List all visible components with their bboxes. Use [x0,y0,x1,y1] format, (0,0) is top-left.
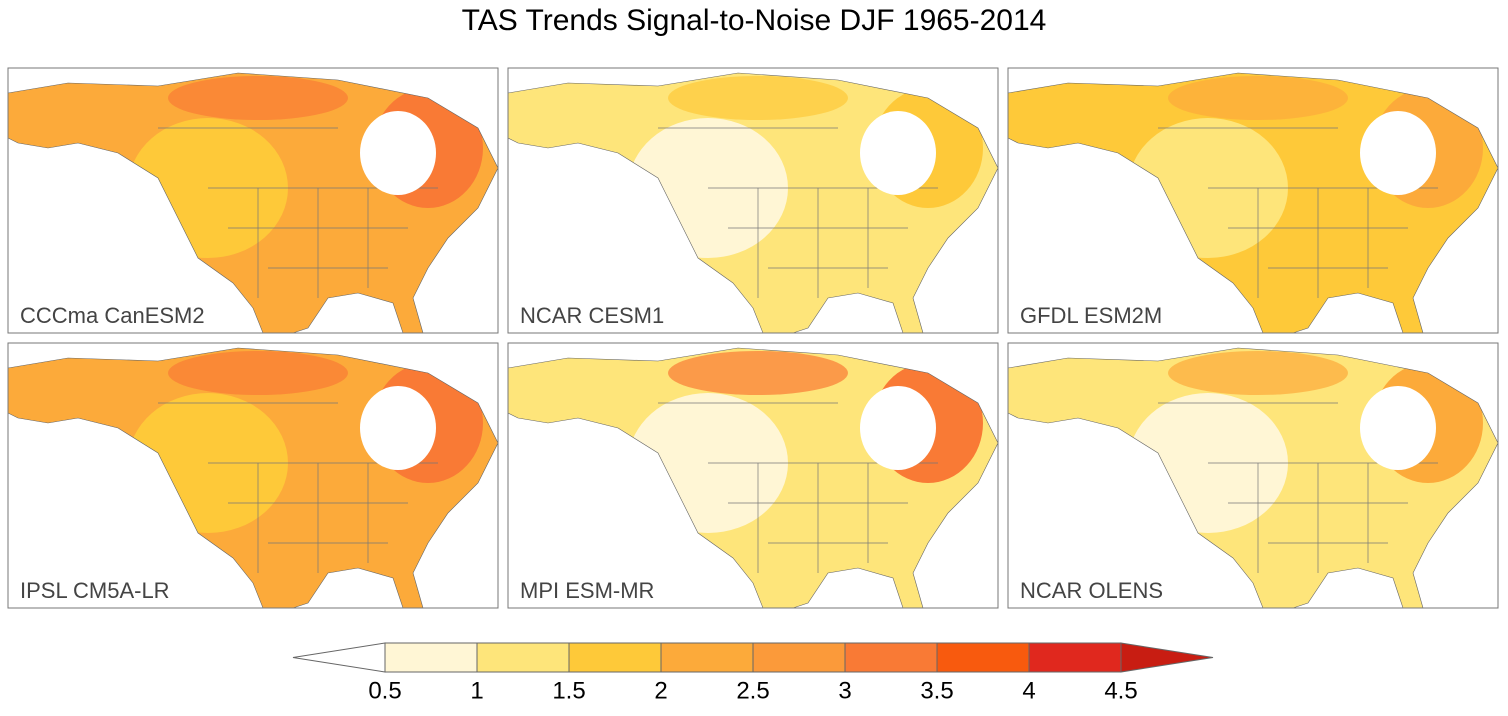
colorbar-tick-label: 1 [470,677,483,704]
accent-region [1168,351,1348,395]
panel-label: NCAR CESM1 [520,303,664,328]
coastline [507,72,999,334]
panel-frame [7,67,499,334]
hudson-bay [860,386,936,470]
accent-region [168,76,348,120]
panel-frame [1007,342,1499,609]
map-panel: GFDL ESM2M [1007,67,1499,334]
colorbar-box [936,642,1030,673]
panel-label: GFDL ESM2M [1020,303,1162,328]
colorbar-tick-label: 3 [838,677,851,704]
panel-frame [7,342,499,609]
coastline [7,347,499,609]
coastline [507,347,999,609]
panel-label: IPSL CM5A-LR [20,578,170,603]
map-panel: CCCma CanESM2 [7,67,499,334]
coastline [1007,72,1499,334]
panel-frame [507,67,999,334]
panel-frame [507,342,999,609]
colorbar-box [660,642,754,673]
figure-title: TAS Trends Signal-to-Noise DJF 1965-2014 [462,4,1047,37]
coastline [7,72,499,334]
panel-label: NCAR OLENS [1020,578,1163,603]
colorbar-tick-label: 4 [1022,677,1035,704]
panel-frame [1007,67,1499,334]
accent-region [668,76,848,120]
hudson-bay [1360,111,1436,195]
colorbar-box [384,642,478,673]
hudson-bay [360,111,436,195]
colorbar-box [844,642,938,673]
colorbar-tick-label: 0.5 [368,677,401,704]
colorbar-arrow-high [1120,642,1214,673]
colorbar-arrow-low [292,642,386,673]
map-panel: IPSL CM5A-LR [7,342,499,609]
colorbar-tick-label: 1.5 [552,677,585,704]
colorbar-box [476,642,570,673]
hudson-bay [860,111,936,195]
accent-region [168,351,348,395]
colorbar-tick-label: 2.5 [736,677,769,704]
accent-region [1168,76,1348,120]
map-panel: NCAR OLENS [1007,342,1499,609]
panel-label: MPI ESM-MR [520,578,654,603]
colorbar-box [568,642,662,673]
accent-region [668,351,848,395]
hudson-bay [360,386,436,470]
map-panel: NCAR CESM1 [507,67,999,334]
panel-label: CCCma CanESM2 [20,303,205,328]
colorbar-tick-label: 4.5 [1104,677,1137,704]
colorbar: 0.5 1 1.5 2 2.5 3 3.5 4 4.5 [292,642,1214,704]
coastline [1007,347,1499,609]
colorbar-tick-label: 3.5 [920,677,953,704]
map-panel: MPI ESM-MR [507,342,999,609]
colorbar-tick-label: 2 [654,677,667,704]
hudson-bay [1360,386,1436,470]
colorbar-box [752,642,846,673]
colorbar-box [1028,642,1122,673]
